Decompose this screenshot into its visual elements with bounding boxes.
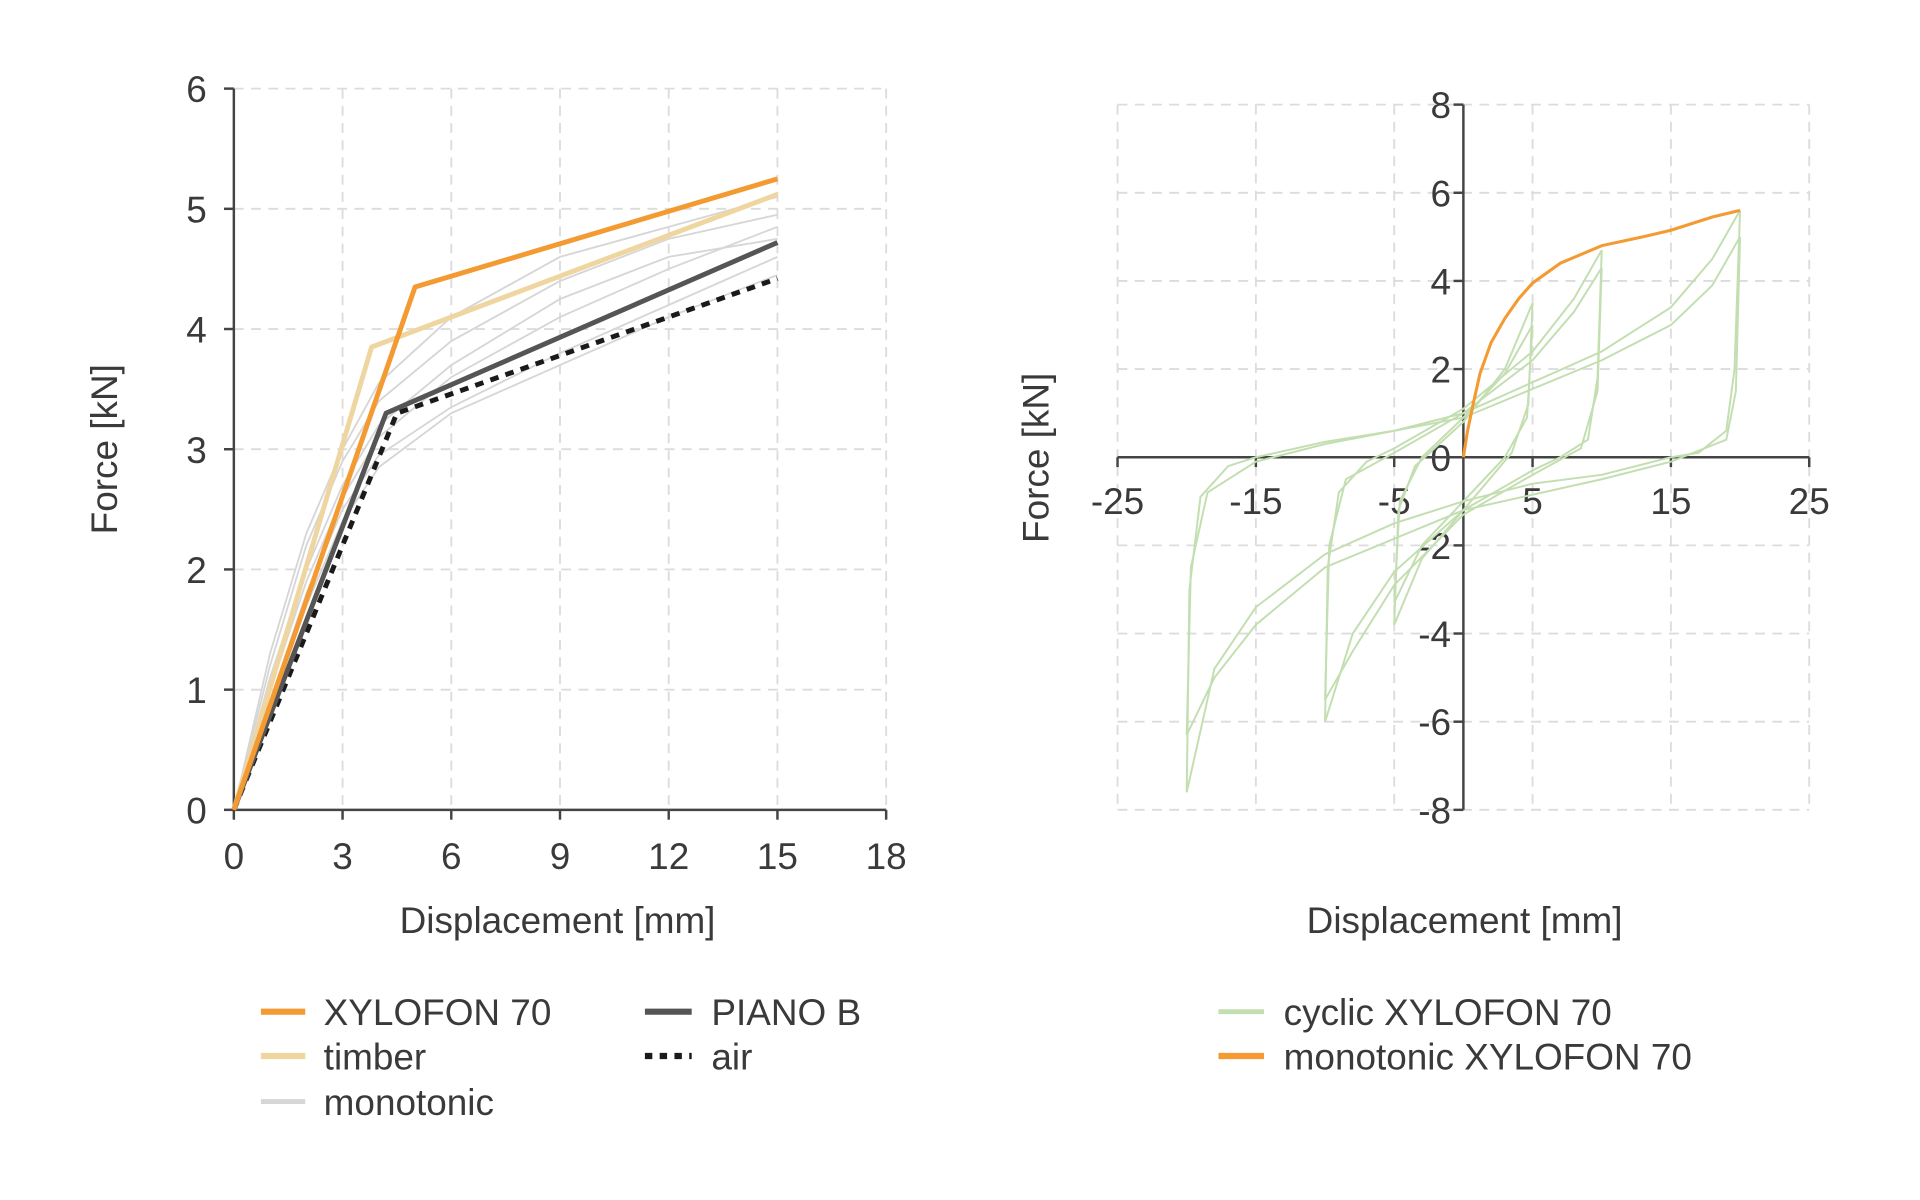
series-cyclic-loop bbox=[1324, 267, 1603, 701]
series-timber-line bbox=[231, 192, 779, 811]
left-x-axis-label: Displacement [mm] bbox=[400, 900, 716, 941]
legend-label-piano-b: PIANO B bbox=[711, 992, 861, 1033]
y-tick-label: -4 bbox=[1418, 614, 1451, 655]
y-tick-label: 5 bbox=[186, 189, 207, 230]
y-tick-label: 2 bbox=[1431, 350, 1452, 391]
series-monotonic-curve bbox=[232, 213, 778, 811]
legend-label-xylofon: XYLOFON 70 bbox=[324, 992, 552, 1033]
x-tick-label: -15 bbox=[1229, 481, 1282, 522]
x-tick-label: 18 bbox=[866, 836, 907, 877]
x-tick-label: 3 bbox=[332, 836, 353, 877]
series-cyclic-loop bbox=[1324, 249, 1603, 723]
left-legend: XYLOFON 70 timber monotonic PIANO B air bbox=[260, 992, 861, 1123]
series-monotonic-curve bbox=[232, 195, 778, 811]
y-tick-label: 6 bbox=[186, 69, 207, 110]
series-piano-b-line bbox=[231, 240, 779, 811]
y-tick-label: 0 bbox=[186, 790, 207, 831]
axis-titles: Displacement [mm] Force [kN] Displacemen… bbox=[84, 364, 1623, 941]
y-tick-label: 1 bbox=[186, 670, 207, 711]
series-cyclic-loop bbox=[1185, 236, 1742, 736]
legend-label-monotonic-xylofon: monotonic XYLOFON 70 bbox=[1284, 1037, 1692, 1078]
series-monotonic-xylofon-line bbox=[1461, 208, 1741, 458]
series-xylofon-70-line bbox=[231, 176, 779, 811]
series-monotonic-curve bbox=[232, 225, 778, 811]
y-tick-label: 3 bbox=[186, 430, 207, 471]
x-tick-label: -5 bbox=[1378, 481, 1411, 522]
series-cyclic-loop bbox=[1185, 209, 1742, 793]
y-tick-label: -6 bbox=[1418, 702, 1451, 743]
y-tick-label: 6 bbox=[1431, 173, 1452, 214]
x-tick-label: 9 bbox=[550, 836, 571, 877]
y-tick-label: 8 bbox=[1431, 85, 1452, 126]
x-tick-label: 6 bbox=[441, 836, 462, 877]
legend-label-timber: timber bbox=[324, 1037, 427, 1078]
left-y-axis-label: Force [kN] bbox=[84, 364, 125, 534]
x-tick-label: -25 bbox=[1091, 481, 1144, 522]
right-y-axis-label: Force [kN] bbox=[1016, 373, 1057, 543]
x-tick-label: 5 bbox=[1522, 481, 1543, 522]
x-tick-label: 15 bbox=[1650, 481, 1691, 522]
legend-label-air: air bbox=[711, 1037, 752, 1078]
series-cyclic-loop bbox=[1393, 324, 1534, 604]
x-tick-label: 12 bbox=[648, 836, 689, 877]
x-tick-label: 15 bbox=[757, 836, 798, 877]
legend-label-cyclic: cyclic XYLOFON 70 bbox=[1284, 992, 1612, 1033]
x-tick-label: 0 bbox=[224, 836, 245, 877]
y-tick-label: -8 bbox=[1418, 790, 1451, 831]
right-x-axis-label: Displacement [mm] bbox=[1307, 900, 1623, 941]
right-legend: cyclic XYLOFON 70 monotonic XYLOFON 70 bbox=[1218, 992, 1692, 1078]
y-tick-label: 4 bbox=[186, 310, 207, 351]
legend-label-monotonic: monotonic bbox=[324, 1082, 494, 1123]
x-tick-label: 25 bbox=[1789, 481, 1830, 522]
y-tick-label: 4 bbox=[1431, 261, 1452, 302]
y-tick-label: 2 bbox=[186, 550, 207, 591]
